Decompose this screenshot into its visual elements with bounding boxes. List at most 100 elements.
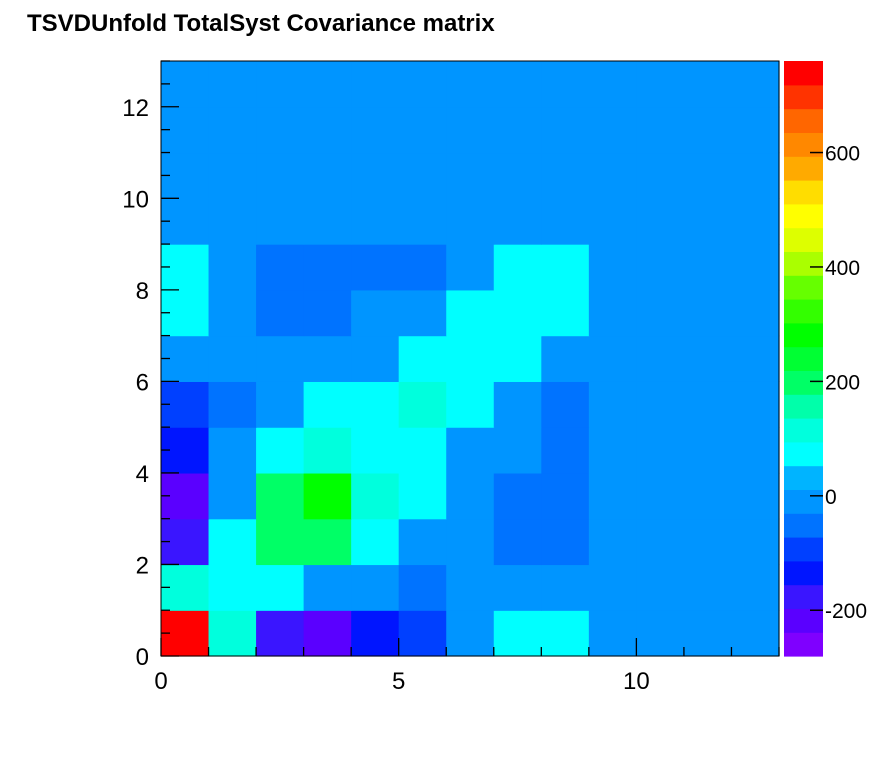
heatmap-cell bbox=[446, 610, 495, 657]
heatmap-cell bbox=[683, 472, 733, 520]
y-tick-label: 4 bbox=[136, 461, 149, 488]
heatmap-cell bbox=[351, 61, 400, 108]
y-tick-label: 10 bbox=[122, 186, 149, 213]
heatmap-cell bbox=[636, 335, 685, 382]
heatmap-cell bbox=[351, 106, 400, 154]
heatmap-cell bbox=[303, 198, 352, 245]
heatmap-cell bbox=[588, 518, 637, 566]
heatmap-cell bbox=[351, 198, 400, 245]
color-palette: -200 0 200 400 600 bbox=[784, 61, 867, 657]
heatmap-cell bbox=[636, 427, 685, 474]
heatmap-cell bbox=[731, 152, 780, 199]
heatmap-cell bbox=[256, 610, 305, 657]
heatmap-cell bbox=[731, 289, 780, 337]
palette-swatch bbox=[784, 584, 823, 609]
y-tick-label: 2 bbox=[136, 552, 149, 579]
heatmap-cell bbox=[541, 106, 590, 154]
heatmap-cell bbox=[588, 610, 637, 657]
heatmap-cell bbox=[256, 152, 305, 199]
palette-swatch bbox=[784, 203, 823, 229]
heatmap-cell bbox=[351, 427, 400, 474]
heatmap-cell bbox=[731, 198, 780, 245]
heatmap-cell bbox=[683, 61, 733, 108]
heatmap-cell bbox=[683, 244, 733, 291]
palette-swatch bbox=[784, 84, 823, 110]
heatmap-cell bbox=[256, 244, 305, 291]
heatmap-cell bbox=[303, 106, 352, 154]
heatmap-cell bbox=[636, 518, 685, 566]
heatmap-cell bbox=[208, 472, 257, 520]
heatmap-cell bbox=[208, 610, 257, 657]
palette-swatch bbox=[784, 418, 823, 443]
heatmap-cell bbox=[398, 610, 447, 657]
heatmap-cell bbox=[303, 564, 352, 611]
heatmap-cell bbox=[398, 335, 447, 382]
heatmap-cell bbox=[208, 381, 257, 428]
heatmap-cell bbox=[351, 472, 400, 520]
heatmap-cell bbox=[731, 381, 780, 428]
heatmap-cell bbox=[351, 564, 400, 611]
heatmap-cell bbox=[541, 289, 590, 337]
heatmap-cell bbox=[683, 198, 733, 245]
heatmap-cell bbox=[303, 381, 352, 428]
x-tick-label: 0 bbox=[154, 668, 167, 695]
heatmap-cell bbox=[588, 427, 637, 474]
heatmap-cell bbox=[303, 610, 352, 657]
heatmap-cell bbox=[731, 564, 780, 611]
palette-swatch bbox=[784, 632, 823, 657]
palette-swatch bbox=[784, 108, 823, 133]
heatmap-cell bbox=[256, 564, 305, 611]
heatmap-cell bbox=[446, 106, 495, 154]
heatmap-cell bbox=[636, 610, 685, 657]
palette-swatch bbox=[784, 513, 823, 538]
heatmap-cell bbox=[493, 289, 542, 337]
heatmap-cell bbox=[541, 61, 590, 108]
heatmap-cell bbox=[398, 106, 447, 154]
heatmap-cell bbox=[398, 289, 447, 337]
heatmap-cell bbox=[351, 244, 400, 291]
heatmap-cell bbox=[256, 61, 305, 108]
y-tick-label: 8 bbox=[136, 278, 149, 305]
heatmap-cell bbox=[588, 564, 637, 611]
heatmap-cell bbox=[351, 518, 400, 566]
palette-swatch bbox=[784, 441, 823, 467]
palette-swatch bbox=[784, 299, 823, 324]
heatmap-cell bbox=[208, 244, 257, 291]
heatmap-cell bbox=[303, 244, 352, 291]
heatmap-cell bbox=[541, 472, 590, 520]
heatmap-cell bbox=[493, 427, 542, 474]
heatmap-cell bbox=[208, 564, 257, 611]
heatmap-cell bbox=[208, 198, 257, 245]
heatmap-cell bbox=[256, 106, 305, 154]
heatmap-cell bbox=[398, 518, 447, 566]
heatmap-cell bbox=[541, 564, 590, 611]
heatmap-cell bbox=[683, 152, 733, 199]
heatmap-cell bbox=[493, 152, 542, 199]
heatmap-cell bbox=[588, 244, 637, 291]
palette-swatch bbox=[784, 61, 823, 86]
heatmap-cell bbox=[636, 152, 685, 199]
heatmap-cell bbox=[398, 152, 447, 199]
heatmap-cell bbox=[208, 289, 257, 337]
palette-swatch bbox=[784, 251, 823, 276]
heatmap-cell bbox=[398, 244, 447, 291]
palette-swatch bbox=[784, 156, 823, 181]
heatmap-cell bbox=[683, 106, 733, 154]
heatmap-cell bbox=[398, 472, 447, 520]
heatmap-cell bbox=[493, 381, 542, 428]
palette-swatch bbox=[784, 275, 823, 300]
axes: 0 5 10 0 2 4 6 8 10 12 bbox=[122, 60, 780, 695]
heatmap-cell bbox=[588, 106, 637, 154]
y-tick-label: 0 bbox=[136, 644, 149, 671]
heatmap-cell bbox=[731, 518, 780, 566]
heatmap-cell bbox=[588, 198, 637, 245]
palette-swatch bbox=[784, 346, 823, 371]
heatmap-cell bbox=[731, 472, 780, 520]
heatmap-cell bbox=[208, 106, 257, 154]
heatmap-cell bbox=[398, 198, 447, 245]
heatmap-cell bbox=[493, 198, 542, 245]
heatmap-cell bbox=[256, 518, 305, 566]
heatmap-cell bbox=[541, 198, 590, 245]
heatmap-cell bbox=[588, 381, 637, 428]
heatmap-cell bbox=[636, 381, 685, 428]
